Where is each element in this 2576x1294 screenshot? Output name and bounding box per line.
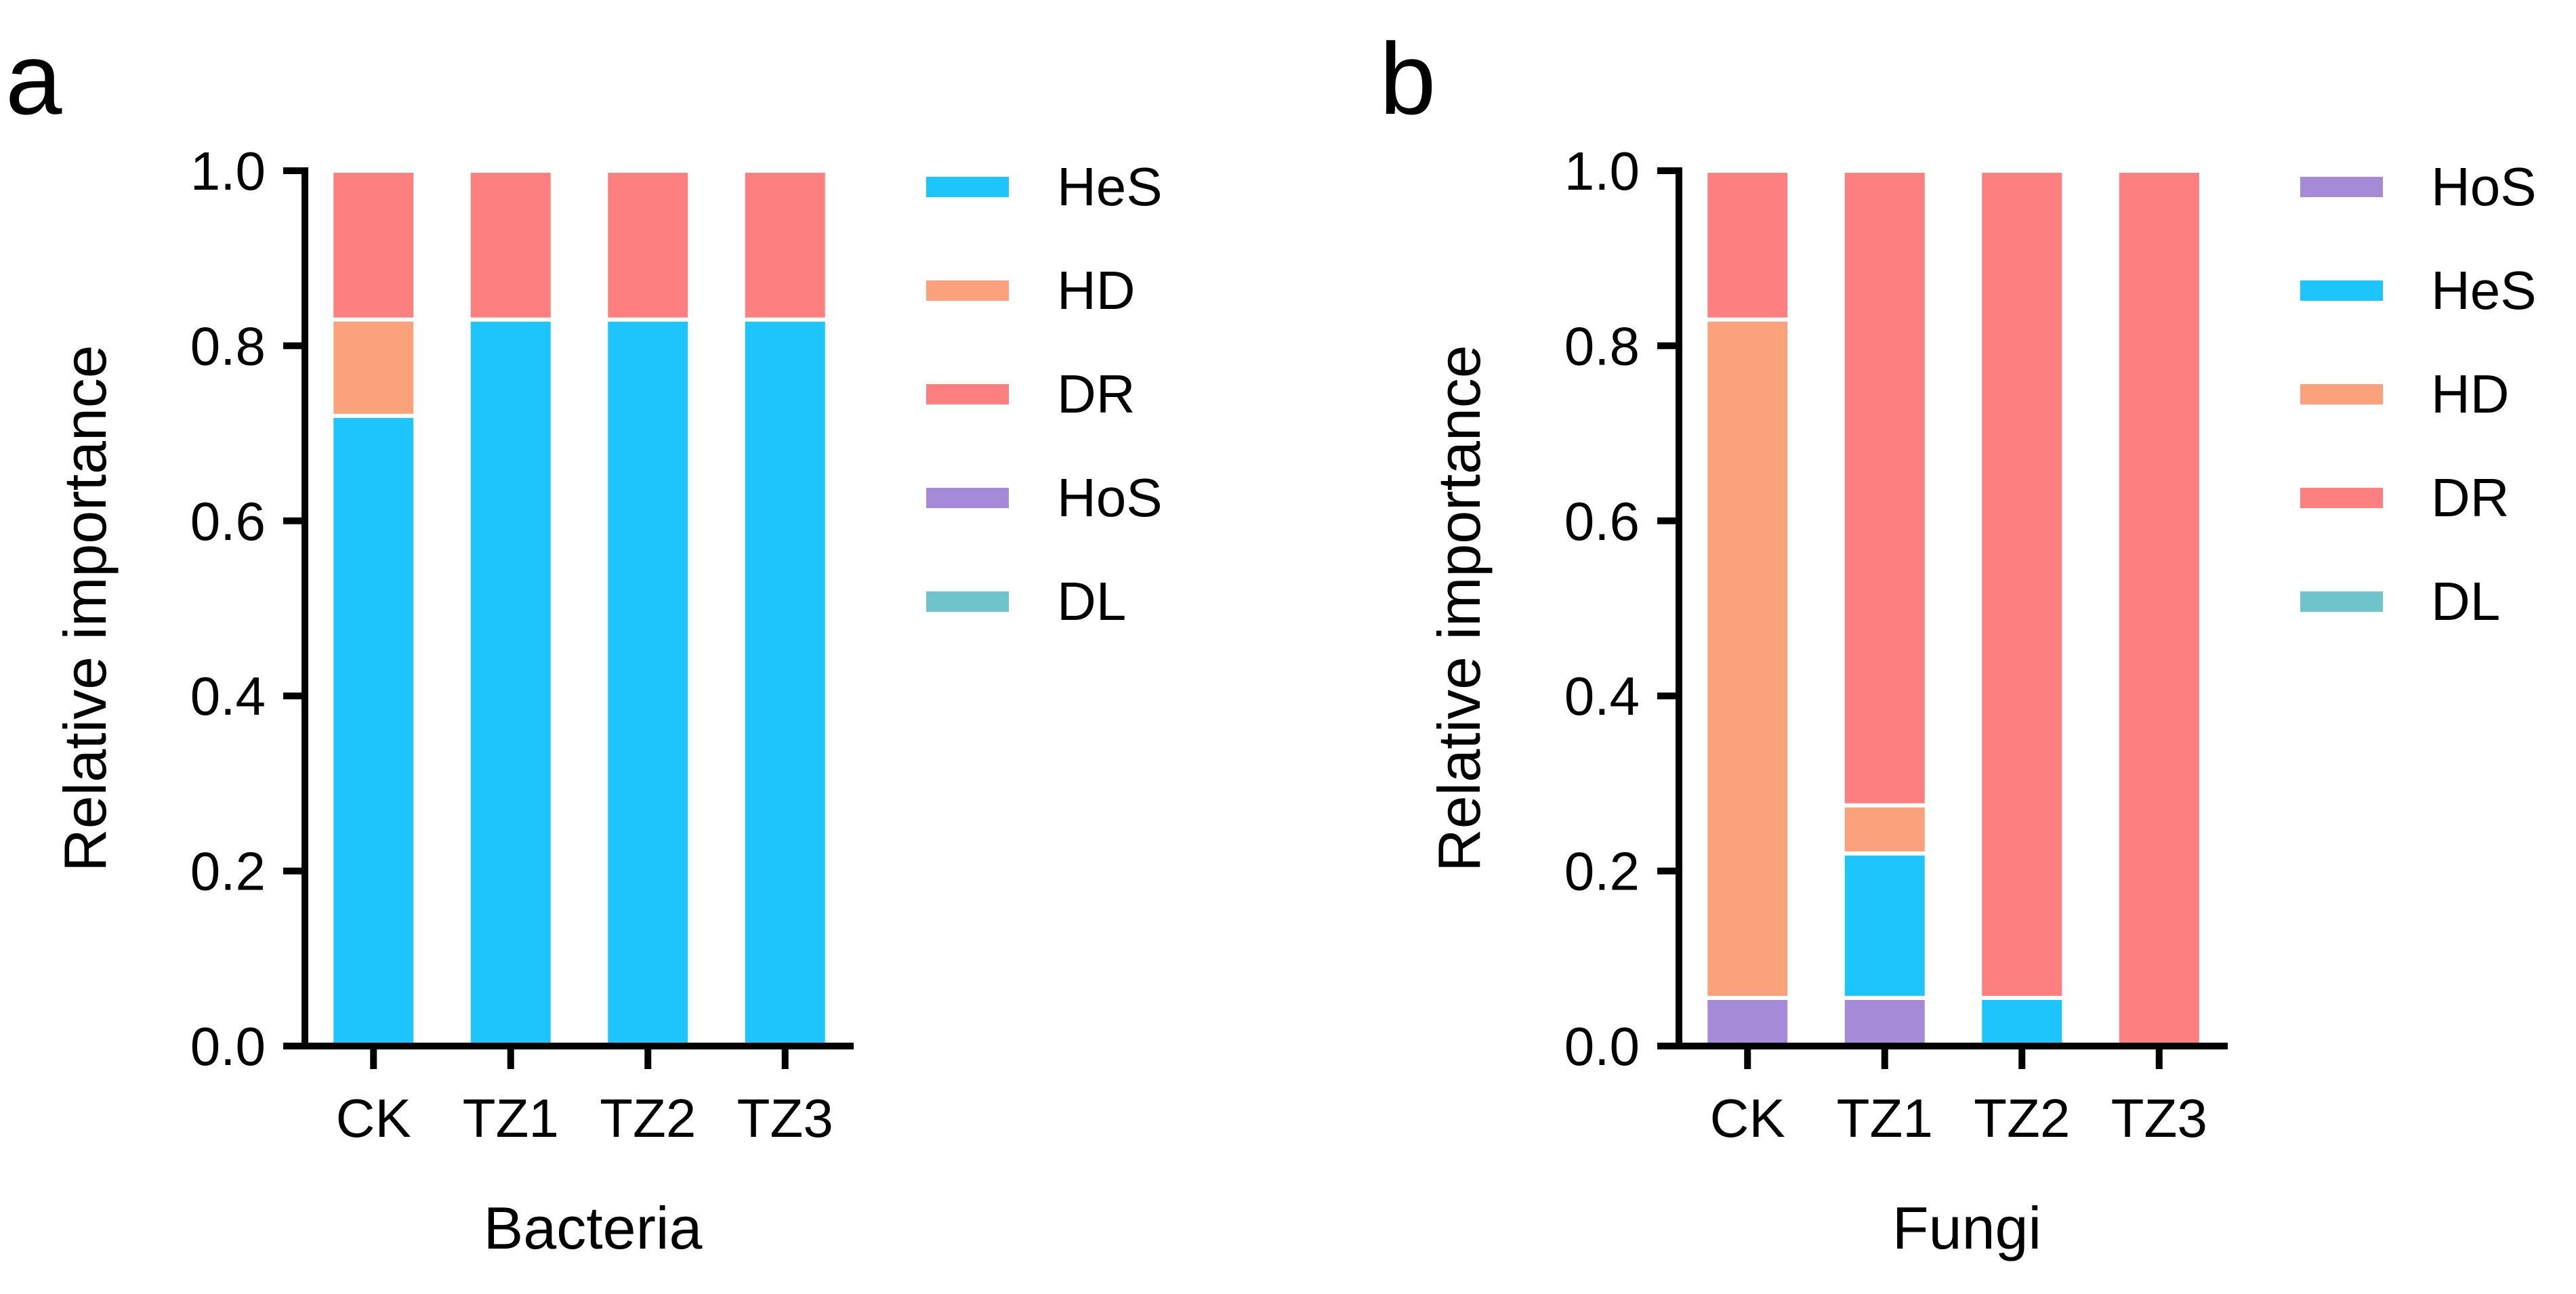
bar-TZ3-DR — [2115, 169, 2203, 1048]
bar-TZ3-DR — [741, 169, 829, 322]
bar-TZ3-HeS — [741, 317, 829, 1048]
bar-CK-HD — [329, 317, 418, 418]
y-tick-label-0.0: 0.0 — [1564, 1016, 1640, 1077]
legend-swatch-HeS — [2300, 280, 2383, 301]
panel-label-b: b — [1379, 22, 1436, 135]
bar-CK-HeS — [329, 413, 418, 1048]
x-tick-label-CK: CK — [336, 1088, 411, 1148]
legend-label-HoS: HoS — [2431, 156, 2537, 217]
y-tick-label-0.8: 0.8 — [190, 316, 266, 376]
y-tick-label-0.8: 0.8 — [1564, 316, 1640, 376]
y-tick-label-0.6: 0.6 — [1564, 491, 1640, 551]
x-tick-label-TZ1: TZ1 — [463, 1088, 559, 1148]
legend-label-HeS: HeS — [2431, 260, 2537, 320]
legend-swatch-HoS — [926, 488, 1009, 508]
legend-label-HoS: HoS — [1057, 467, 1163, 528]
legend-label-DR: DR — [2431, 467, 2510, 528]
legend-label-DR: DR — [1057, 364, 1136, 424]
legend-swatch-HD — [926, 280, 1009, 301]
legend-label-DL: DL — [2431, 571, 2500, 631]
x-tick-label-TZ1: TZ1 — [1837, 1088, 1933, 1148]
bar-TZ1-HD — [1840, 803, 1929, 856]
legend-swatch-DR — [926, 384, 1009, 404]
x-axis-title: Bacteria — [484, 1194, 703, 1261]
y-axis-title: Relative importance — [51, 345, 119, 872]
bar-TZ2-DR — [604, 169, 692, 322]
bar-TZ1-HeS — [1840, 851, 1929, 1000]
bar-CK-HD — [1703, 317, 1792, 1000]
bar-CK-DR — [329, 169, 418, 322]
panel-label-a: a — [5, 22, 62, 135]
bar-TZ1-DR — [466, 169, 555, 322]
y-tick-label-1.0: 1.0 — [190, 141, 266, 201]
legend-swatch-HoS — [2300, 177, 2383, 197]
y-tick-label-0.2: 0.2 — [1564, 841, 1640, 902]
x-tick-label-TZ3: TZ3 — [2111, 1088, 2207, 1148]
bar-TZ1-HoS — [1840, 995, 1929, 1048]
bar-TZ2-HeS — [1978, 995, 2066, 1048]
bar-TZ1-DR — [1840, 169, 1929, 808]
bar-CK-DR — [1703, 169, 1792, 322]
x-axis-title: Fungi — [1892, 1194, 2041, 1261]
legend-label-HD: HD — [1057, 260, 1136, 320]
legend-label-HD: HD — [2431, 364, 2510, 424]
y-tick-label-1.0: 1.0 — [1564, 141, 1640, 201]
x-tick-label-TZ3: TZ3 — [737, 1088, 833, 1148]
legend-swatch-DR — [2300, 488, 2383, 508]
y-tick-label-0.6: 0.6 — [190, 491, 266, 551]
y-tick-label-0.2: 0.2 — [190, 841, 266, 902]
legend-label-HeS: HeS — [1057, 156, 1163, 217]
y-axis-title: Relative importance — [1426, 345, 1493, 872]
legend-swatch-DL — [926, 591, 1009, 612]
legend-swatch-HD — [2300, 384, 2383, 404]
legend-swatch-HeS — [926, 177, 1009, 197]
bar-TZ2-HeS — [604, 317, 692, 1048]
legend-swatch-DL — [2300, 591, 2383, 612]
bar-TZ2-DR — [1978, 169, 2066, 1000]
bar-CK-HoS — [1703, 995, 1792, 1048]
y-tick-label-0.4: 0.4 — [190, 666, 266, 726]
bar-TZ1-HeS — [466, 317, 555, 1048]
x-tick-label-CK: CK — [1710, 1088, 1785, 1148]
x-tick-label-TZ2: TZ2 — [1974, 1088, 2070, 1148]
y-tick-label-0.0: 0.0 — [190, 1016, 266, 1077]
legend-label-DL: DL — [1057, 571, 1126, 631]
y-tick-label-0.4: 0.4 — [1564, 666, 1640, 726]
x-tick-label-TZ2: TZ2 — [600, 1088, 696, 1148]
